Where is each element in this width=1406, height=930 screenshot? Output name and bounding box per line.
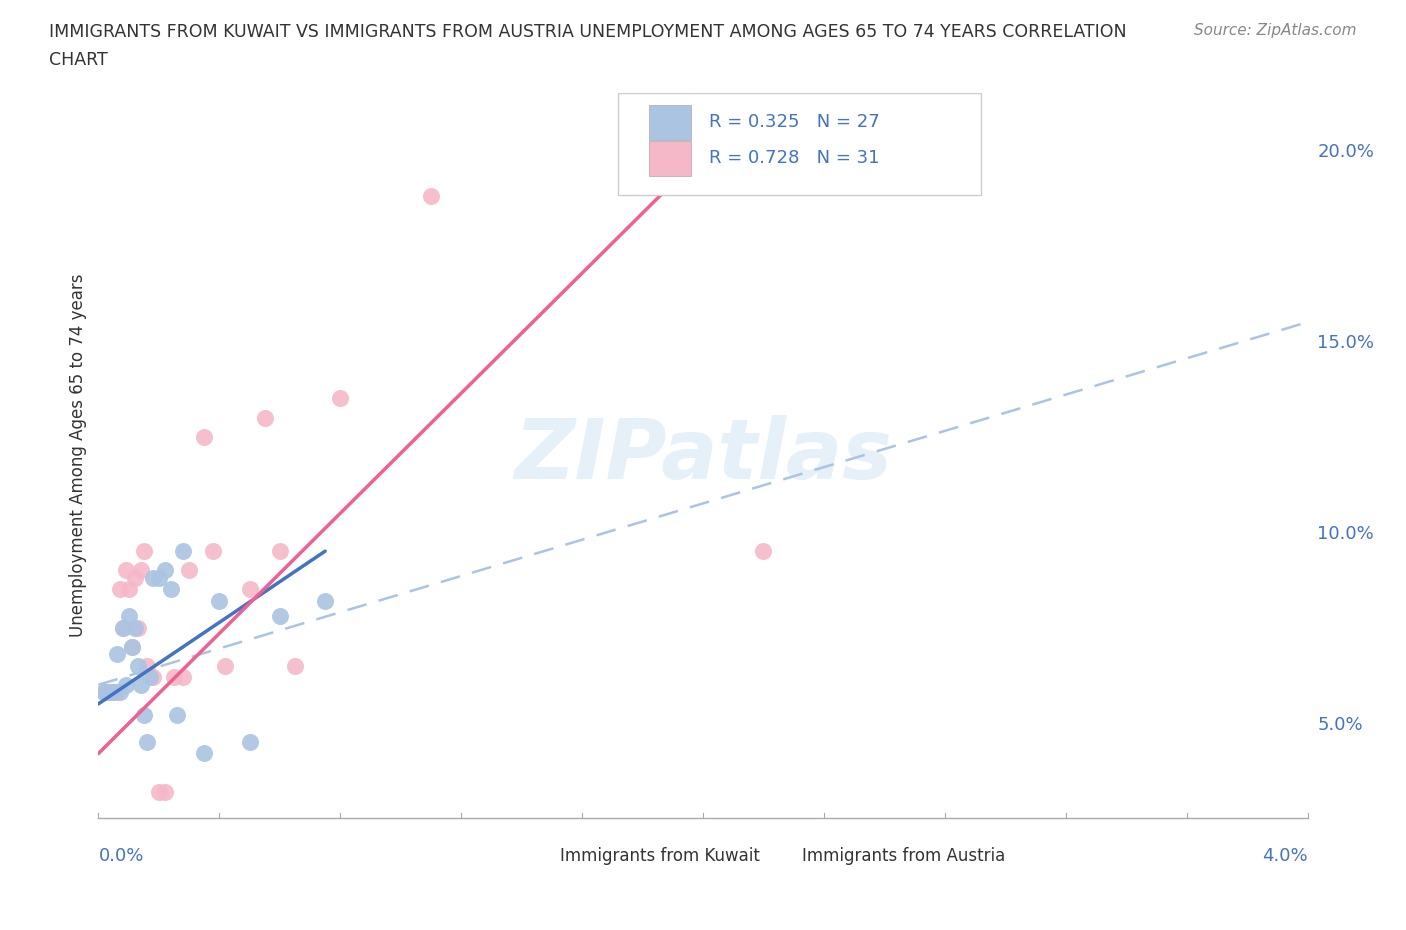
Point <box>202 544 225 559</box>
Point <box>108 582 131 597</box>
Point <box>96 685 118 700</box>
Point <box>129 677 152 692</box>
Point <box>114 563 136 578</box>
Point <box>93 685 115 700</box>
Point <box>253 410 276 425</box>
Point <box>193 429 215 444</box>
Text: 0.0%: 0.0% <box>98 847 143 866</box>
Point <box>284 658 307 673</box>
Point <box>100 685 122 700</box>
Point <box>142 670 165 684</box>
Point <box>153 784 176 799</box>
Point <box>121 639 143 654</box>
Point <box>135 658 157 673</box>
Point <box>269 544 291 559</box>
Point <box>129 563 152 578</box>
FancyBboxPatch shape <box>648 140 690 177</box>
Point <box>127 658 149 673</box>
Y-axis label: Unemployment Among Ages 65 to 74 years: Unemployment Among Ages 65 to 74 years <box>69 274 87 637</box>
Point <box>139 670 162 684</box>
Point <box>166 708 188 723</box>
Text: CHART: CHART <box>49 51 108 69</box>
Point <box>148 570 170 585</box>
Point <box>100 685 122 700</box>
Point <box>172 544 194 559</box>
Text: R = 0.728   N = 31: R = 0.728 N = 31 <box>709 150 880 167</box>
Point <box>124 620 146 635</box>
Point <box>121 639 143 654</box>
Point <box>108 685 131 700</box>
Point <box>193 746 215 761</box>
Text: Immigrants from Austria: Immigrants from Austria <box>803 847 1005 865</box>
Point <box>179 563 201 578</box>
Point <box>160 582 183 597</box>
FancyBboxPatch shape <box>527 844 554 870</box>
Point <box>752 544 775 559</box>
Point <box>148 784 170 799</box>
Point <box>103 685 125 700</box>
Point <box>105 685 128 700</box>
Point <box>93 685 115 700</box>
Point <box>127 620 149 635</box>
Point <box>96 685 118 700</box>
Point <box>239 735 262 750</box>
Point <box>111 620 134 635</box>
Point <box>163 670 186 684</box>
Text: Source: ZipAtlas.com: Source: ZipAtlas.com <box>1194 23 1357 38</box>
Point <box>420 189 443 204</box>
Point <box>118 608 141 623</box>
Point <box>329 391 352 405</box>
Point <box>114 677 136 692</box>
Point <box>314 593 336 608</box>
Point <box>132 708 155 723</box>
Point <box>124 570 146 585</box>
Point <box>142 570 165 585</box>
Point <box>208 593 231 608</box>
Text: ZIPatlas: ZIPatlas <box>515 415 891 497</box>
Text: Immigrants from Kuwait: Immigrants from Kuwait <box>561 847 761 865</box>
Point <box>118 582 141 597</box>
Text: R = 0.325   N = 27: R = 0.325 N = 27 <box>709 113 880 131</box>
Text: 4.0%: 4.0% <box>1263 847 1308 866</box>
FancyBboxPatch shape <box>648 104 690 140</box>
Point <box>214 658 236 673</box>
Point <box>132 544 155 559</box>
Point <box>111 620 134 635</box>
FancyBboxPatch shape <box>769 844 796 870</box>
Point <box>239 582 262 597</box>
Point <box>105 646 128 661</box>
Text: IMMIGRANTS FROM KUWAIT VS IMMIGRANTS FROM AUSTRIA UNEMPLOYMENT AMONG AGES 65 TO : IMMIGRANTS FROM KUWAIT VS IMMIGRANTS FRO… <box>49 23 1126 41</box>
Point <box>269 608 291 623</box>
Point <box>103 685 125 700</box>
Point <box>153 563 176 578</box>
Point <box>135 735 157 750</box>
FancyBboxPatch shape <box>619 93 981 194</box>
Point <box>172 670 194 684</box>
